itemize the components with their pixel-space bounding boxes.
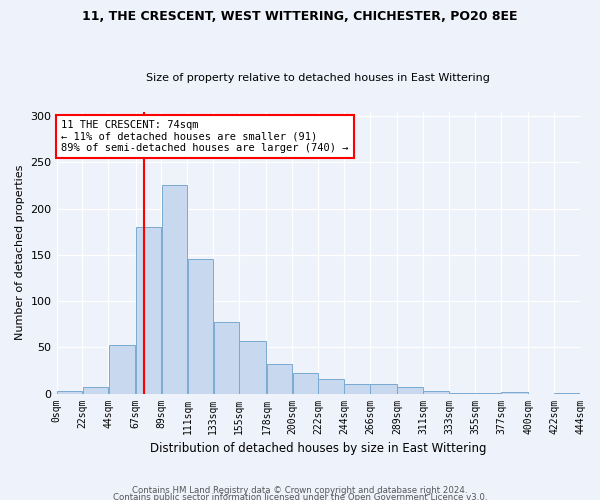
Bar	[161, 184, 187, 394]
Bar	[109, 346, 136, 394]
Bar	[57, 391, 82, 394]
Bar	[266, 364, 292, 394]
Bar	[501, 392, 528, 394]
Bar	[475, 392, 501, 394]
Bar	[188, 260, 213, 394]
Bar	[370, 384, 397, 394]
X-axis label: Distribution of detached houses by size in East Wittering: Distribution of detached houses by size …	[150, 442, 487, 455]
Text: 11, THE CRESCENT, WEST WITTERING, CHICHESTER, PO20 8EE: 11, THE CRESCENT, WEST WITTERING, CHICHE…	[82, 10, 518, 23]
Bar	[293, 373, 318, 394]
Bar	[136, 227, 161, 394]
Bar	[83, 387, 108, 394]
Text: 11 THE CRESCENT: 74sqm
← 11% of detached houses are smaller (91)
89% of semi-det: 11 THE CRESCENT: 74sqm ← 11% of detached…	[61, 120, 349, 153]
Text: Contains HM Land Registry data © Crown copyright and database right 2024.: Contains HM Land Registry data © Crown c…	[132, 486, 468, 495]
Bar	[344, 384, 370, 394]
Bar	[424, 391, 449, 394]
Bar	[239, 341, 266, 394]
Text: Contains public sector information licensed under the Open Government Licence v3: Contains public sector information licen…	[113, 494, 487, 500]
Bar	[449, 392, 475, 394]
Title: Size of property relative to detached houses in East Wittering: Size of property relative to detached ho…	[146, 73, 490, 83]
Bar	[397, 387, 423, 394]
Bar	[554, 392, 580, 394]
Bar	[214, 322, 239, 394]
Y-axis label: Number of detached properties: Number of detached properties	[15, 165, 25, 340]
Bar	[319, 379, 344, 394]
